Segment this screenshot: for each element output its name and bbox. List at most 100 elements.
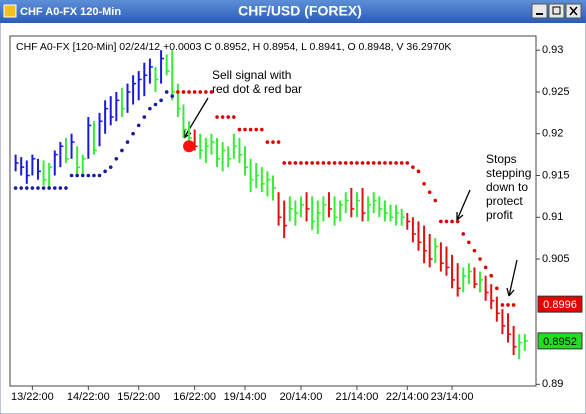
stop-dot [483,265,488,270]
stop-dot [237,127,242,132]
stop-dot [254,127,259,132]
stop-dot [108,165,113,169]
x-tick-label: 21/14:00 [336,391,379,403]
stop-dot [343,161,348,165]
stop-dot [114,156,119,161]
maximize-button[interactable] [548,3,565,19]
signal-dot [183,140,196,153]
stop-dot [276,140,281,144]
maximize-glyph [552,6,561,15]
y-tick-label: 0.925 [542,86,570,98]
stop-dot [299,161,303,165]
stop-dot [366,161,370,165]
stop-dot [422,182,426,186]
stop-dot [64,186,68,190]
window-icon [3,4,17,18]
stop-dot [198,90,203,94]
stop-dot [92,173,96,178]
stop-dot [103,169,107,174]
stop-dot [131,131,135,136]
stop-dot [310,161,314,165]
stop-dot [478,257,482,261]
stop-dot [164,90,169,94]
stop-dot [444,219,449,224]
stop-dot [271,140,275,144]
stop-dot [360,161,365,165]
y-tick-label: 0.905 [542,253,570,265]
chart-title: CHF/USD (FOREX) [238,3,362,19]
stop-dot [500,303,505,307]
x-tick-label: 14/22:00 [67,391,110,403]
stop-dot [394,161,398,165]
stop-dot [371,161,376,165]
stop-dot [69,173,74,178]
minimize-button[interactable] [531,3,548,19]
annotation-text: profit [486,208,513,222]
stop-dot [192,90,197,94]
price-label: 0.8996 [543,299,577,311]
stop-dot [349,161,354,165]
x-tick-label: 20/14:00 [280,391,323,403]
stop-dot [142,115,147,119]
stop-dot [511,303,516,307]
plot-frame [9,35,537,387]
stop-dot [338,161,342,165]
close-glyph [569,6,578,16]
annotation-text: stepping [486,166,531,180]
y-tick-label: 0.93 [542,44,563,56]
stop-dot [36,186,40,190]
annotation-text: red dot & red bar [212,82,302,96]
stop-dot [41,186,46,190]
stop-dot [204,90,208,94]
stop-dot [327,161,331,165]
stop-dot [75,173,79,178]
stop-dot [30,186,35,190]
stop-dot [97,173,102,178]
title-bar [0,0,586,23]
price-label-box [537,295,583,313]
window-label: CHF A0-FX 120-Min [20,6,121,18]
stop-dot [153,102,158,107]
stop-dot [209,90,214,94]
stop-dot [304,161,309,165]
x-tick-label: 23/14:00 [431,391,474,403]
stop-dot [282,161,286,165]
annotation-arrows [183,97,518,297]
stop-dot [332,161,337,165]
header-info: CHF A0-FX [120-Min] 02/24/12 +0.0003 C 0… [16,41,451,53]
annotation-text: Sell signal with [212,68,291,82]
stop-dot [427,190,432,195]
stop-dot [181,90,186,94]
stop-dot [321,161,326,165]
x-tick-label: 16/22:00 [173,391,216,403]
stop-dot [120,148,124,153]
stop-dot [159,98,163,103]
stop-dot [506,303,510,307]
stop-dot [472,248,477,253]
stop-dot [399,161,404,165]
price-label-box [537,332,583,350]
stop-dot [315,161,320,165]
y-tick-label: 0.89 [542,378,563,390]
annotation-text: Stops [486,152,517,166]
stop-dot [13,186,18,190]
stop-dot [433,198,438,203]
stop-dot [24,186,29,190]
stop-dot [187,90,191,94]
arrow [506,259,518,297]
stop-dot [52,186,57,190]
stop-dot [461,232,466,236]
window-buttons[interactable] [531,3,582,19]
x-tick-label: 13/22:00 [11,391,54,403]
stop-dot [467,240,471,245]
stop-dot [265,140,270,144]
stop-dot [220,115,225,119]
stop-dot [243,127,247,132]
stop-dot [248,127,253,132]
stop-dot [232,115,236,119]
stop-dot [355,161,359,165]
annotation-text: down to [486,180,528,194]
